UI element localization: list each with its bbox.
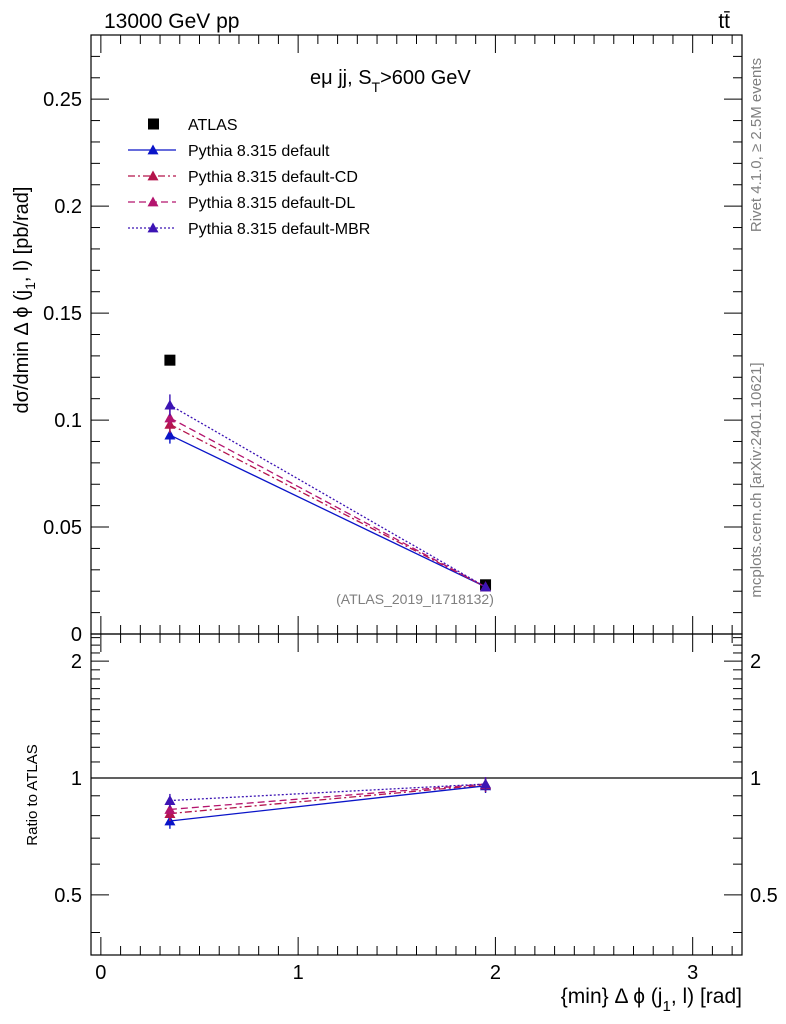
legend-label: Pythia 8.315 default-CD bbox=[188, 169, 358, 186]
legend-marker-atlas bbox=[148, 118, 159, 130]
data-point-default_dl bbox=[164, 803, 176, 814]
series-default_mbr bbox=[164, 394, 492, 592]
series-line-default_dl bbox=[169, 783, 486, 811]
main-axis-ticks: 0 0.05 0.1 0.15 0.2 0.25 bbox=[43, 34, 742, 646]
series-line-default bbox=[169, 434, 486, 588]
series-line-default_mbr bbox=[169, 783, 486, 802]
legend-label: ATLAS bbox=[188, 117, 238, 134]
legend-label: Pythia 8.315 default-MBR bbox=[188, 221, 370, 238]
legend-item-default_cd: Pythia 8.315 default-CD bbox=[128, 169, 358, 186]
y-tick-label: 0.25 bbox=[43, 89, 82, 111]
legend-item-default_dl: Pythia 8.315 default-DL bbox=[128, 195, 355, 212]
ratio-tick-label-right: 2 bbox=[750, 651, 761, 673]
rivet-label: Rivet 4.1.0, ≥ 2.5M events bbox=[748, 58, 765, 232]
legend-item-default: Pythia 8.315 default bbox=[128, 143, 330, 160]
legend-marker-default_dl bbox=[147, 196, 159, 207]
y-tick-label: 0 bbox=[71, 624, 82, 646]
ratio-tick-label-left: 0.5 bbox=[54, 885, 82, 907]
ratio-tick-label-left: 2 bbox=[71, 651, 82, 673]
legend-marker-default bbox=[147, 144, 159, 155]
series-line-default_dl bbox=[169, 417, 486, 588]
legend-item-atlas: ATLAS bbox=[148, 117, 238, 134]
y-tick-label: 0.2 bbox=[54, 196, 82, 218]
legend: ATLAS Pythia 8.315 default Pythia 8.315 de… bbox=[128, 117, 370, 238]
data-point-default_mbr bbox=[480, 778, 492, 789]
main-y-axis-label: dσ/dmin Δ ϕ (j1, l) [pb/rad] bbox=[11, 186, 38, 413]
ratio-tick-label-right: 1 bbox=[750, 768, 761, 790]
data-point-atlas bbox=[164, 354, 176, 366]
y-tick-label: 0.15 bbox=[43, 303, 82, 325]
x-axis-label: {min} Δ ϕ (j1, l) [rad] bbox=[561, 985, 742, 1015]
legend-item-default_mbr: Pythia 8.315 default-MBR bbox=[128, 221, 370, 238]
x-tick-label: 1 bbox=[293, 962, 304, 984]
series-default_dl bbox=[164, 777, 492, 817]
process-label: tt̄ bbox=[718, 10, 730, 33]
series-line-default_cd bbox=[169, 423, 486, 588]
analysis-watermark: (ATLAS_2019_I1718132) bbox=[336, 591, 494, 607]
series-default_mbr bbox=[164, 777, 492, 808]
x-tick-label: 0 bbox=[95, 962, 106, 984]
x-tick-label: 2 bbox=[490, 962, 501, 984]
series-default_cd bbox=[164, 415, 492, 592]
series-atlas bbox=[164, 354, 492, 591]
y-tick-label: 0.05 bbox=[43, 517, 82, 539]
series-default_cd bbox=[164, 778, 492, 821]
data-point-default_mbr bbox=[480, 581, 492, 592]
series-default bbox=[164, 426, 492, 592]
legend-label: Pythia 8.315 default-DL bbox=[188, 195, 355, 212]
ratio-plot-frame bbox=[90, 633, 743, 956]
ratio-series-group bbox=[164, 777, 492, 829]
main-series-group bbox=[164, 354, 492, 592]
energy-label: 13000 GeV pp bbox=[104, 10, 239, 33]
ratio-tick-label-right: 0.5 bbox=[750, 885, 778, 907]
chart-title: eμ jj, ST>600 GeV bbox=[310, 67, 471, 95]
legend-label: Pythia 8.315 default bbox=[188, 143, 330, 160]
legend-marker-default_mbr bbox=[147, 222, 159, 233]
series-line-default bbox=[169, 785, 486, 822]
legend-marker-default_cd bbox=[147, 170, 159, 181]
mcplots-label: mcplots.cern.ch [arXiv:2401.10621] bbox=[748, 362, 765, 597]
data-point-default_dl bbox=[164, 412, 176, 423]
series-default_dl bbox=[164, 409, 492, 592]
data-point-default bbox=[164, 429, 176, 440]
ratio-tick-label-left: 1 bbox=[71, 768, 82, 790]
ratio-axis-ticks: 0.5 0.5 1 1 2 2 bbox=[54, 637, 778, 933]
ratio-y-axis-label: Ratio to ATLAS bbox=[24, 744, 41, 845]
data-point-default_mbr bbox=[164, 795, 176, 805]
y-tick-label: 0.1 bbox=[54, 410, 82, 432]
data-point-default_mbr bbox=[164, 399, 176, 410]
x-axis-ticks: 0 1 2 3 bbox=[95, 35, 733, 984]
series-line-default_cd bbox=[169, 784, 486, 815]
x-tick-label: 3 bbox=[687, 962, 698, 984]
series-line-default_mbr bbox=[169, 404, 486, 588]
